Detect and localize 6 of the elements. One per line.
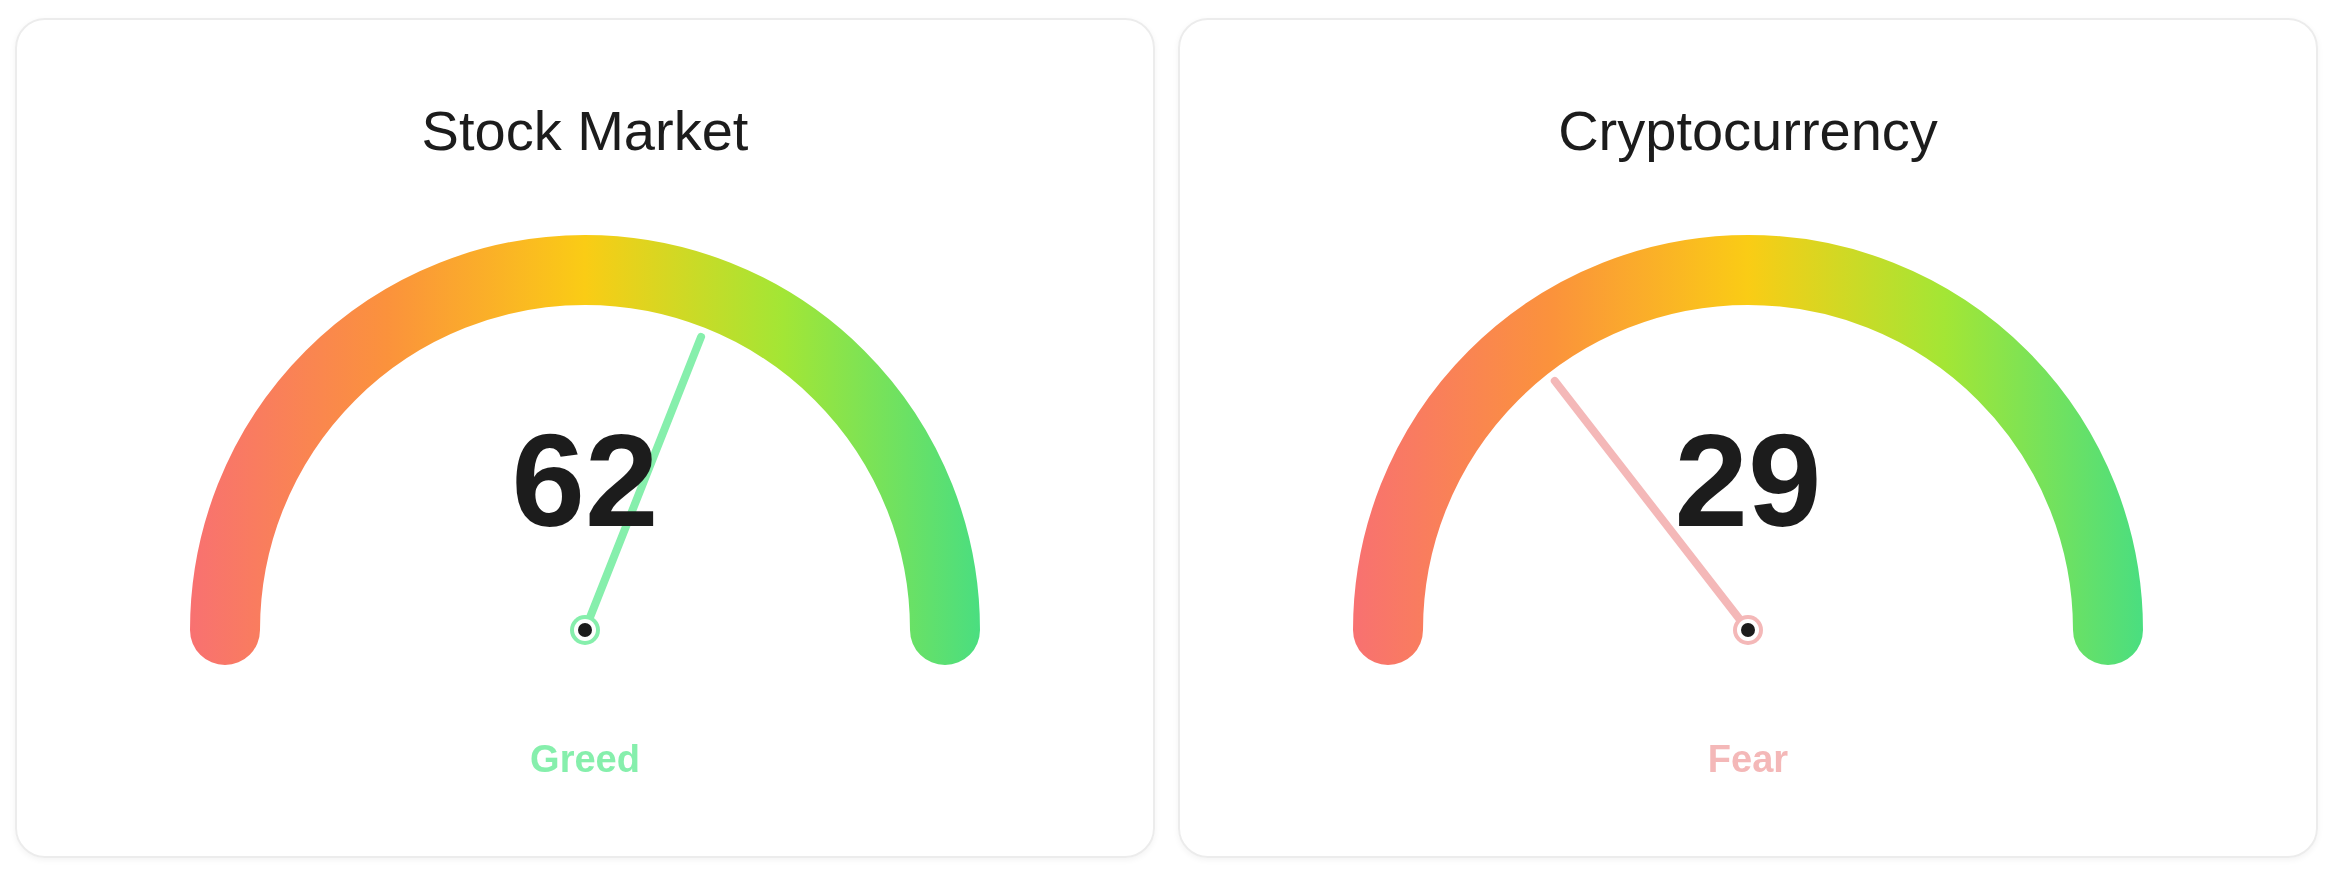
data-label: 29 [1673,406,1823,556]
text: Stock Market [420,98,750,163]
text: Greed [529,738,641,781]
text: Fear [1706,738,1790,781]
data-label: 62 [510,406,660,556]
text: Cryptocurrency [1557,98,1939,163]
